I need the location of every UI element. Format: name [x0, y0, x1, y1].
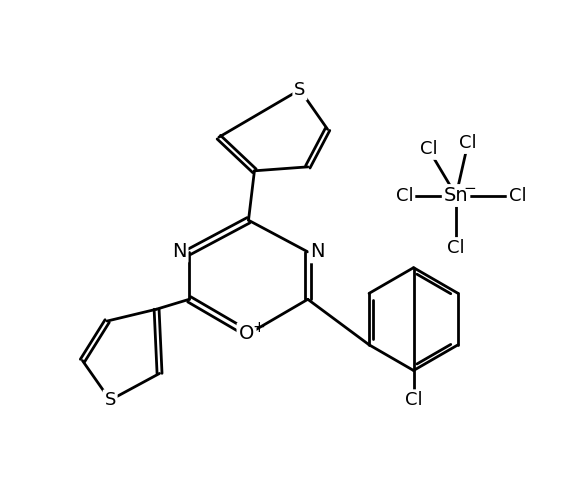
- Text: O: O: [239, 324, 254, 343]
- Text: Cl: Cl: [508, 187, 526, 204]
- Text: Cl: Cl: [420, 140, 437, 158]
- Text: N: N: [310, 242, 325, 262]
- Text: +: +: [252, 321, 265, 336]
- Text: Sn: Sn: [444, 186, 468, 205]
- Text: −: −: [463, 181, 476, 196]
- Text: Cl: Cl: [405, 391, 422, 409]
- Text: S: S: [104, 391, 116, 409]
- Text: Cl: Cl: [396, 187, 413, 204]
- Text: N: N: [172, 242, 187, 262]
- Text: Cl: Cl: [447, 239, 465, 257]
- Text: S: S: [294, 81, 305, 99]
- Text: Cl: Cl: [459, 134, 477, 152]
